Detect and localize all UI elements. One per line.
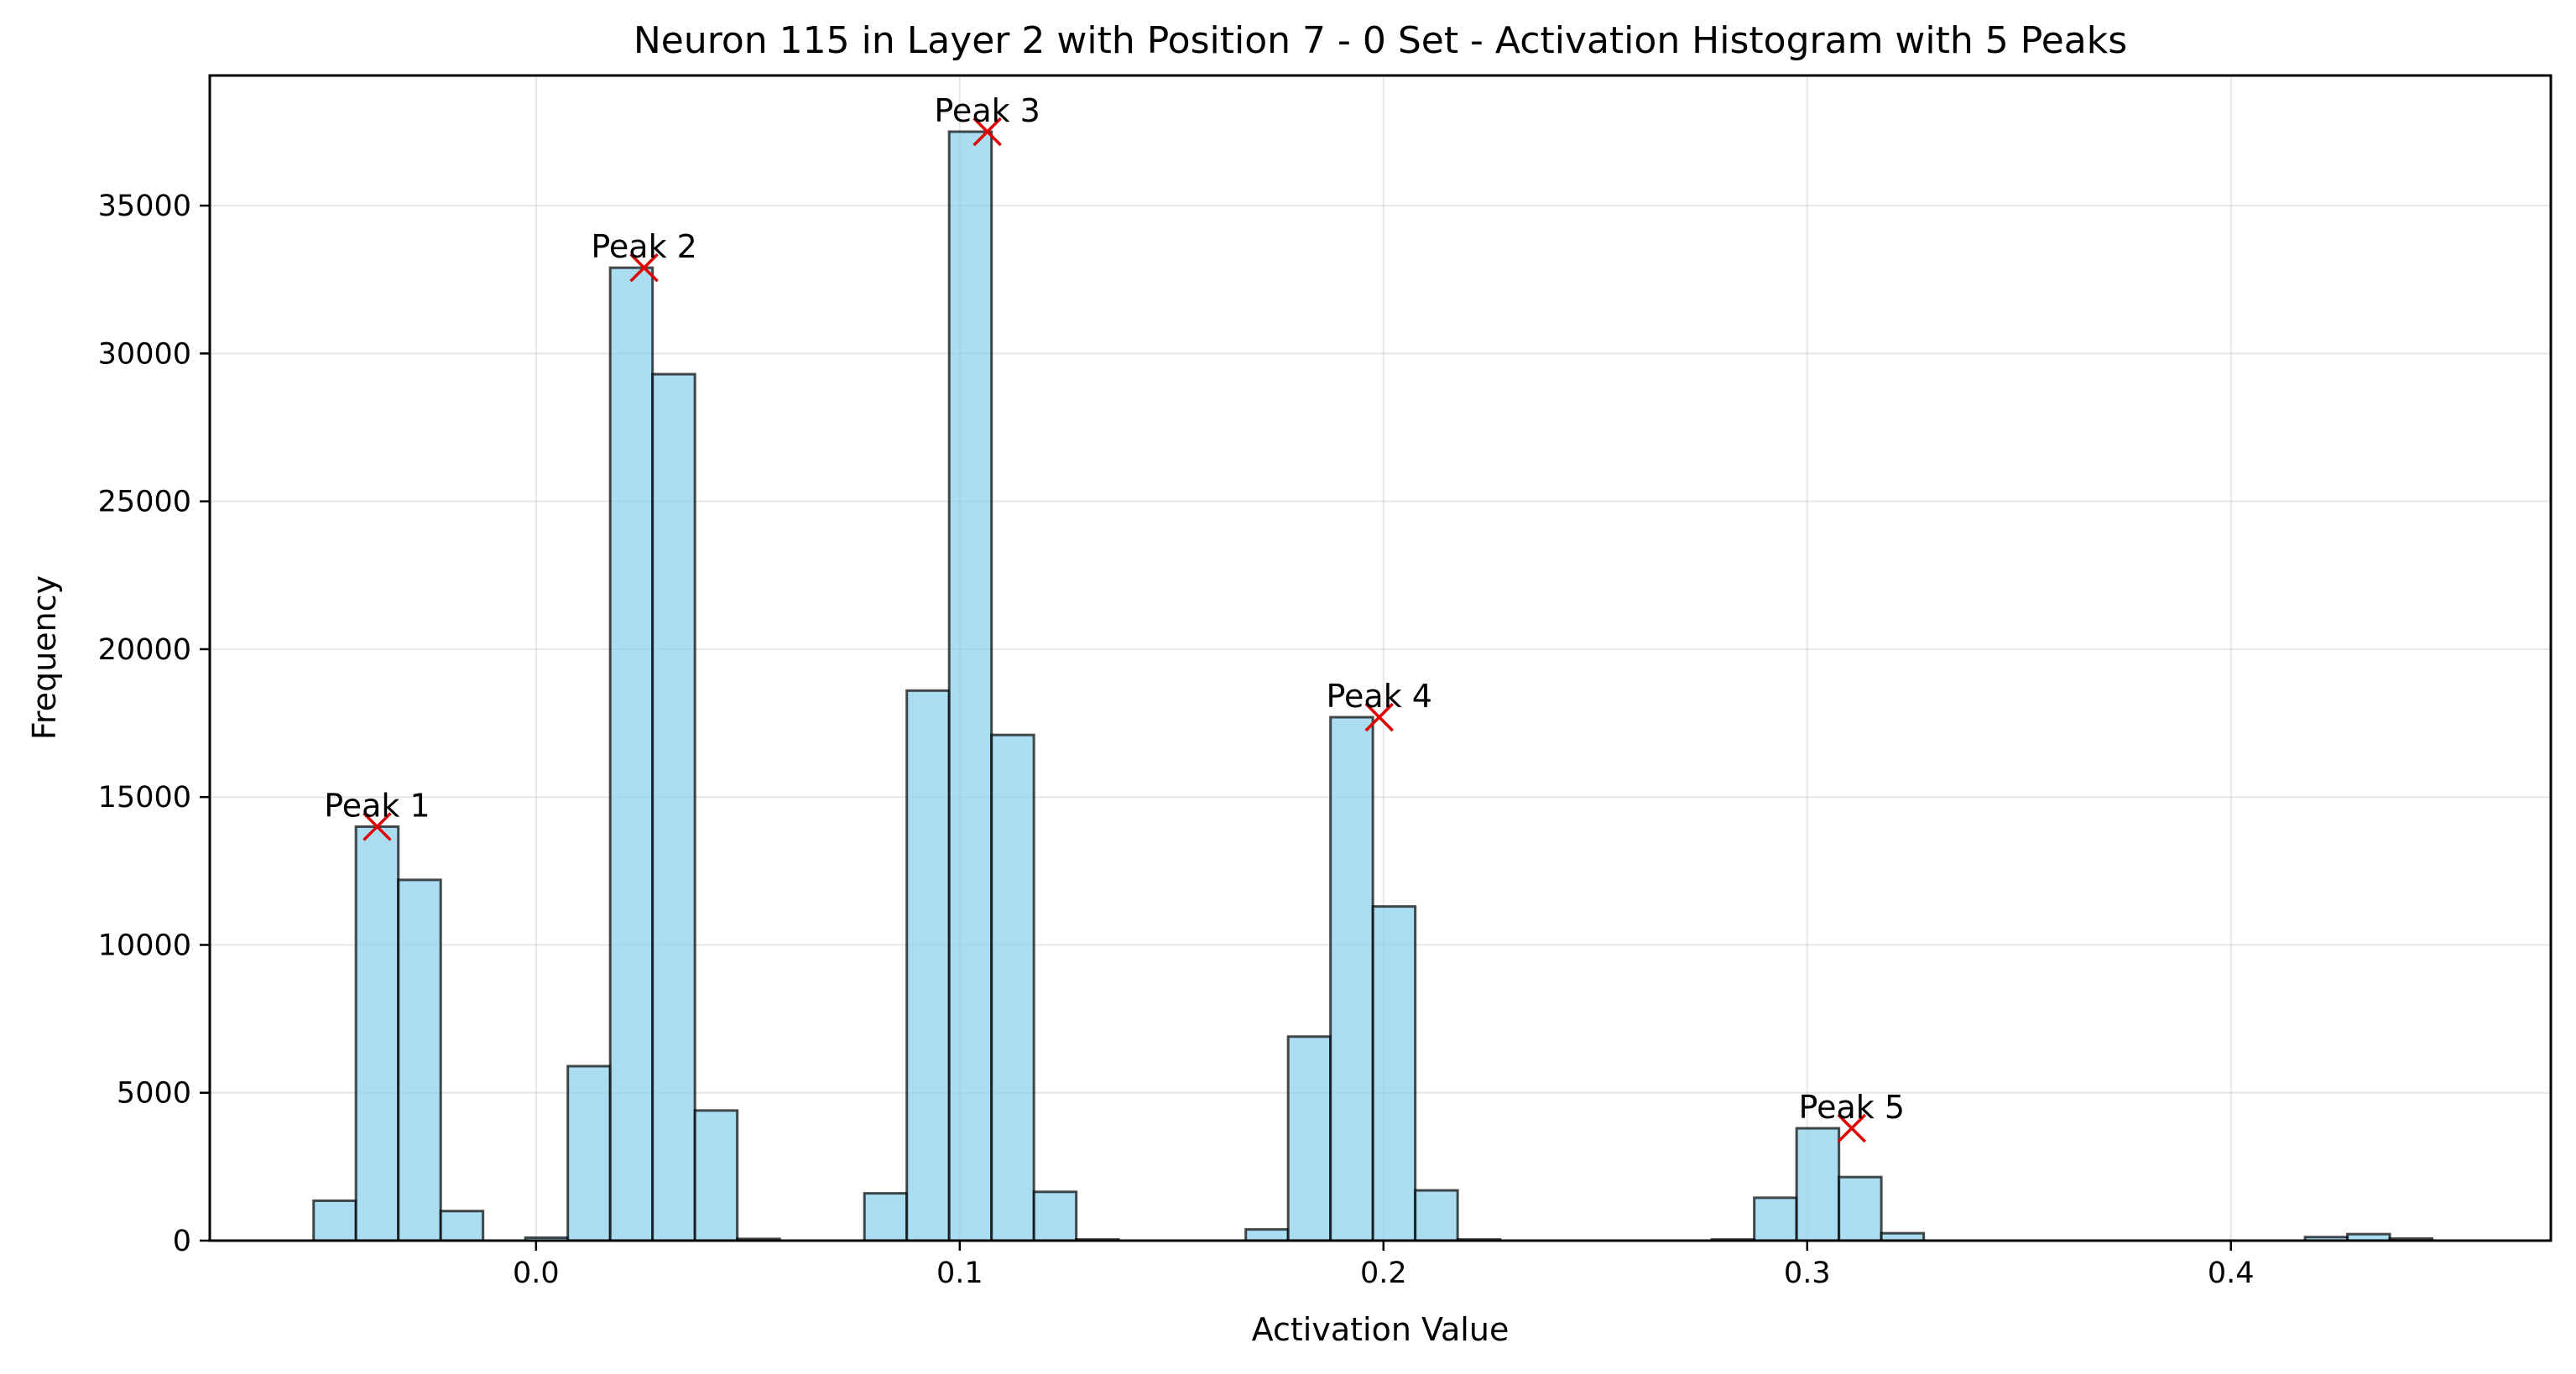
- y-axis-ticks: 0 5000 10000 15000 20000 25000 30000 35000: [98, 190, 210, 1258]
- y-tick-label: 30000: [98, 337, 191, 371]
- peak-marker: [629, 252, 659, 283]
- y-tick-label: 25000: [98, 486, 191, 519]
- peak-label: Peak 2: [591, 228, 697, 265]
- x-tick-label: 0.0: [513, 1257, 560, 1290]
- x-tick-label: 0.4: [2208, 1257, 2255, 1290]
- histogram-bar: [1286, 1035, 1332, 1242]
- x-axis-label: Activation Value: [1252, 1311, 1510, 1348]
- peak-label: Peak 4: [1326, 678, 1432, 715]
- histogram-bar: [312, 1199, 357, 1242]
- y-axis-label: Frequency: [26, 575, 63, 740]
- x-axis-ticks: 0.0 0.1 0.2 0.3 0.4: [513, 1241, 2255, 1290]
- y-tick-label: 5000: [117, 1077, 191, 1111]
- histogram-bar: [863, 1192, 909, 1242]
- peak-x-stroke: [362, 812, 392, 841]
- peak-x-stroke: [629, 252, 659, 283]
- y-tick-label: 20000: [98, 633, 191, 667]
- histogram-bars: [312, 130, 2434, 1242]
- y-tick-label: 0: [173, 1225, 191, 1258]
- histogram-bar: [1795, 1127, 1841, 1242]
- peak-marker: [362, 812, 392, 841]
- histogram-bar: [947, 130, 993, 1242]
- plot-frame: [208, 74, 2553, 1242]
- y-tick-label: 35000: [98, 190, 191, 223]
- y-tick-label: 15000: [98, 781, 191, 815]
- peak-x-stroke: [1837, 1113, 1867, 1143]
- x-tick-label: 0.3: [1784, 1257, 1831, 1290]
- x-tick-label: 0.1: [936, 1257, 983, 1290]
- histogram-bar: [1838, 1175, 1883, 1242]
- histogram-bar: [439, 1210, 485, 1242]
- histogram-bar: [1753, 1196, 1798, 1242]
- histogram-bar: [1244, 1228, 1290, 1242]
- peak-label: Peak 1: [324, 787, 430, 824]
- histogram-bar: [1371, 905, 1417, 1242]
- histogram-bar: [397, 878, 442, 1242]
- histogram-bar: [905, 689, 951, 1242]
- peak-marker: [973, 117, 1002, 147]
- histogram-bar: [354, 825, 400, 1242]
- histogram-bar: [1032, 1190, 1078, 1242]
- peak-label: Peak 5: [1799, 1089, 1906, 1126]
- peak-marker: [1837, 1113, 1867, 1143]
- histogram-bar: [608, 266, 654, 1242]
- histogram-bar: [651, 372, 696, 1242]
- x-tick-label: 0.2: [1360, 1257, 1407, 1290]
- peak-x-stroke: [973, 117, 1002, 147]
- peak-label: Peak 3: [934, 92, 1040, 129]
- y-tick-label: 10000: [98, 929, 191, 962]
- peak-marker: [1364, 702, 1394, 732]
- histogram-bar: [1329, 716, 1374, 1242]
- histogram-bar: [566, 1064, 612, 1242]
- peak-markers: Peak 1 Peak 2 Peak 3 Peak 4 Peak 5: [324, 92, 1906, 1143]
- histogram-bar: [693, 1109, 739, 1242]
- histogram-bar: [1414, 1189, 1459, 1242]
- chart-title: Neuron 115 in Layer 2 with Position 7 - …: [634, 19, 2127, 62]
- histogram-bar: [990, 733, 1035, 1242]
- peak-x-stroke: [1364, 702, 1394, 732]
